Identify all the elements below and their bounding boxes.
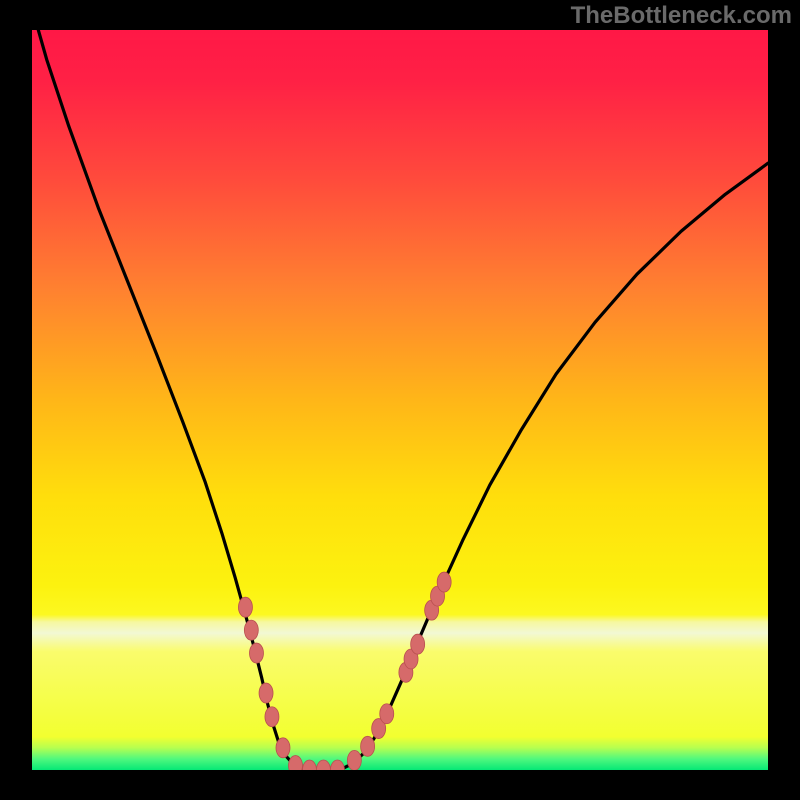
data-marker [380,704,394,724]
data-marker [259,683,273,703]
data-marker [249,643,263,663]
bottleneck-chart-svg [0,0,800,800]
data-marker [265,707,279,727]
data-marker [244,620,258,640]
data-marker [238,597,252,617]
data-marker [411,634,425,654]
data-marker [437,572,451,592]
data-marker [361,736,375,756]
watermark-text: TheBottleneck.com [571,2,792,30]
data-marker [276,738,290,758]
gradient-field [32,30,768,770]
chart-stage: TheBottleneck.com [0,0,800,800]
data-marker [347,750,361,770]
